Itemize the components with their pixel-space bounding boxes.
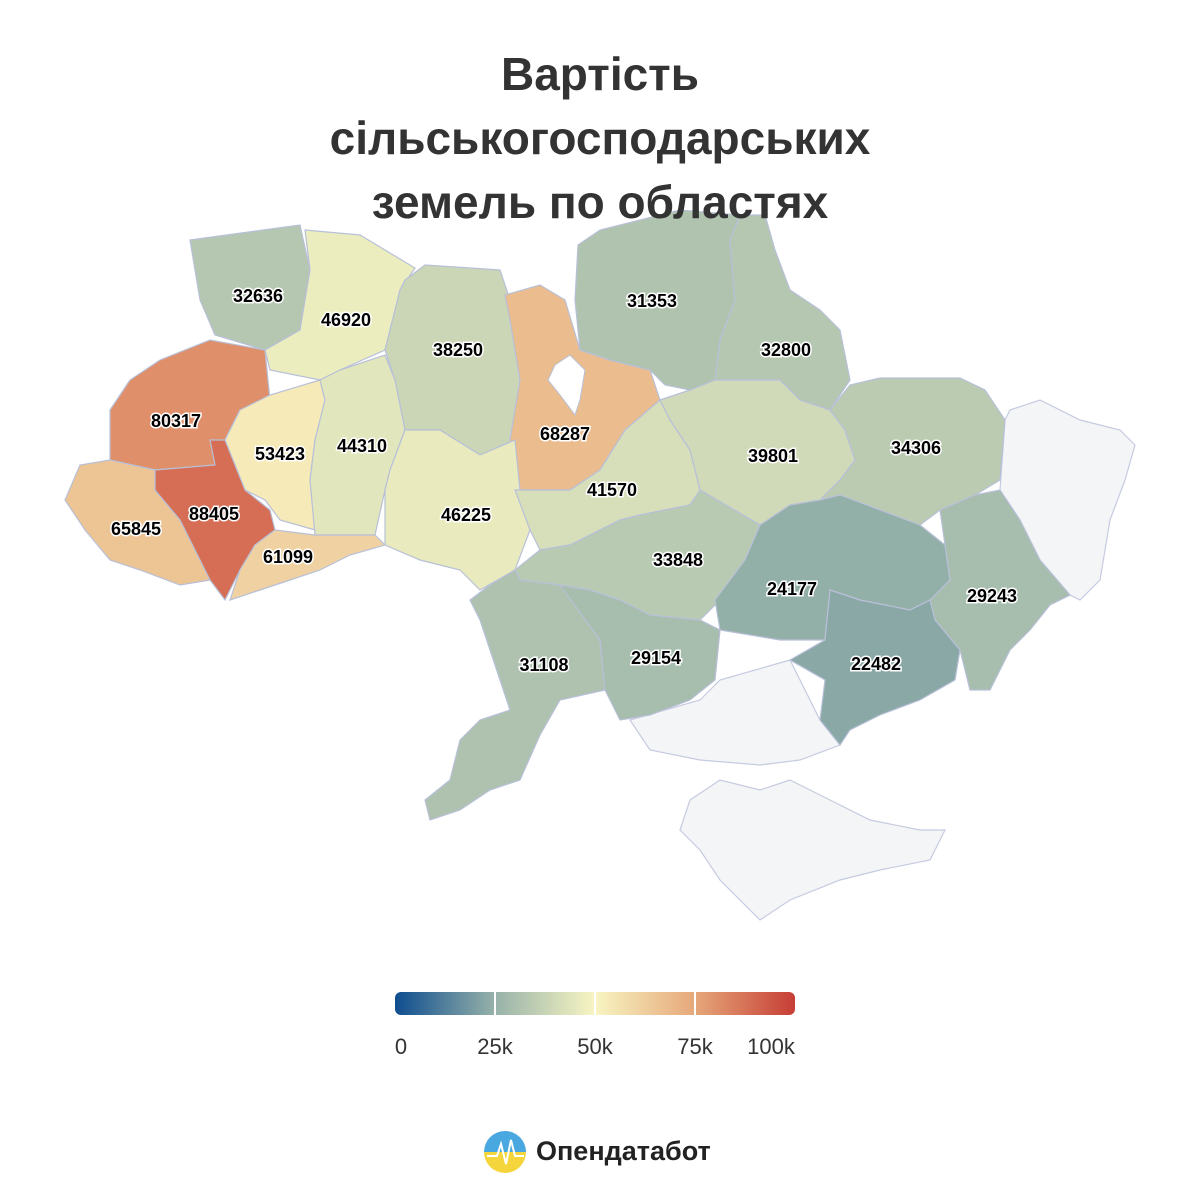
region-label: 61099: [263, 547, 313, 567]
region-label: 46920: [321, 310, 371, 330]
regions: [64, 209, 1071, 821]
region-label: 29243: [967, 586, 1017, 606]
region-label: 41570: [587, 480, 637, 500]
brand-logo-line: [487, 1139, 524, 1165]
region-label: 39801: [748, 446, 798, 466]
labels: 32636 46920 38250 68287 31353 32800 80317 53423…: [109, 284, 1018, 676]
colorbar: 0 25k 50k 75k 100k: [395, 992, 796, 1059]
region: [229, 529, 387, 601]
region-label: 53423: [255, 444, 305, 464]
region-label: 65845: [111, 519, 161, 539]
colorbar-tick-label: 0: [395, 1034, 407, 1059]
region-label: 88405: [189, 504, 239, 524]
region-label: 24177: [767, 579, 817, 599]
colorbar-tick-label: 75k: [677, 1034, 713, 1059]
crimea: [679, 779, 946, 921]
region: [384, 264, 521, 456]
region: [788, 589, 961, 747]
region-label: 68287: [540, 424, 590, 444]
region-label: 32636: [233, 286, 283, 306]
kyiv-city: [547, 354, 586, 417]
colorbar-tick-label: 50k: [577, 1034, 613, 1059]
region-label: 31108: [519, 655, 568, 675]
region-label: 38250: [433, 340, 483, 360]
region-label: 29154: [631, 648, 681, 668]
region: [558, 584, 721, 721]
region-label: 44310: [337, 436, 387, 456]
region-label: 80317: [151, 411, 201, 431]
brand-logo: [484, 1131, 526, 1173]
colorbar-tick-label: 100k: [747, 1034, 796, 1059]
region-label: 22482: [851, 654, 901, 674]
region-label: 46225: [441, 505, 491, 525]
region-label: 33848: [653, 550, 703, 570]
region-label: 34306: [891, 438, 941, 458]
occupied-areas: [629, 399, 1136, 921]
brand: Опендатабот: [536, 1136, 711, 1166]
title: Вартість сільськогосподарських земель по…: [329, 48, 871, 228]
region-label: 31353: [627, 291, 677, 311]
region-label: 32800: [761, 340, 811, 360]
colorbar-tick-label: 25k: [477, 1034, 513, 1059]
